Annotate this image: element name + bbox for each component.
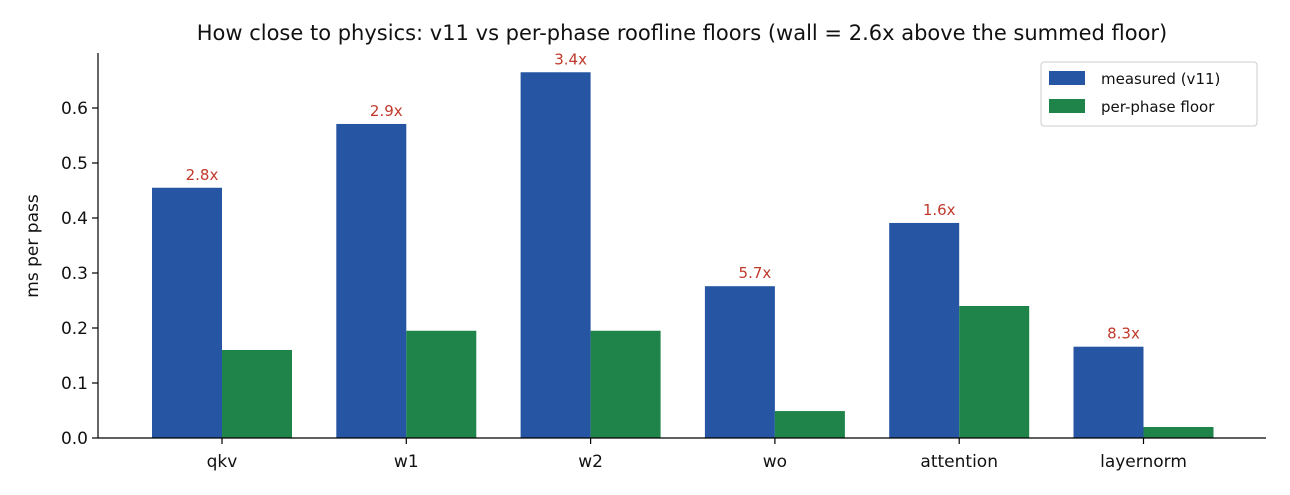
x-tick-label-attention: attention xyxy=(920,452,998,472)
ratio-label-qkv: 2.8x xyxy=(186,166,219,184)
ratio-label-attention: 1.6x xyxy=(923,201,956,219)
legend-swatch-0 xyxy=(1049,71,1085,85)
bar-measured-w2 xyxy=(520,72,591,438)
legend-label-0: measured (v11) xyxy=(1101,70,1220,88)
bar-measured-layernorm xyxy=(1073,346,1144,438)
x-tick-label-w1: w1 xyxy=(394,452,419,472)
bar-measured-attention xyxy=(889,222,960,438)
y-tick-label: 0.6 xyxy=(61,99,88,119)
bar-floor-layernorm xyxy=(1143,427,1214,438)
bar-floor-attention xyxy=(959,306,1030,438)
legend-label-1: per-phase floor xyxy=(1101,98,1215,116)
bar-floor-w2 xyxy=(590,330,661,438)
ratio-label-w2: 3.4x xyxy=(554,50,587,68)
ratio-label-layernorm: 8.3x xyxy=(1107,325,1140,343)
x-tick-label-qkv: qkv xyxy=(207,452,238,472)
y-tick-label: 0.0 xyxy=(61,429,88,449)
x-axis: qkv w1 w2 wo attention layernorm xyxy=(207,438,1187,472)
bar-floor-w1 xyxy=(406,330,477,438)
x-tick-label-wo: wo xyxy=(763,452,787,472)
y-tick-label: 0.3 xyxy=(61,264,88,284)
y-tick-label: 0.2 xyxy=(61,319,88,339)
legend-frame xyxy=(1040,61,1258,127)
y-axis-label: ms per pass xyxy=(23,194,43,298)
x-tick-label-w2: w2 xyxy=(578,452,603,472)
ratio-label-wo: 5.7x xyxy=(739,264,772,282)
bar-measured-wo xyxy=(704,286,775,438)
bar-floor-wo xyxy=(774,411,845,438)
legend-swatch-1 xyxy=(1049,99,1085,113)
bars-group: 2.8x 2.9x 3.4x 5.7x 1.6x 8.3x xyxy=(152,50,1214,438)
x-tick-label-layernorm: layernorm xyxy=(1100,452,1187,472)
bar-measured-w1 xyxy=(336,123,407,438)
y-tick-label: 0.5 xyxy=(61,154,88,174)
legend: measured (v11) per-phase floor xyxy=(1040,61,1258,127)
ratio-label-w1: 2.9x xyxy=(370,102,403,120)
bar-measured-qkv xyxy=(152,187,222,438)
y-tick-label: 0.4 xyxy=(61,209,88,229)
y-axis: 0.0 0.1 0.2 0.3 0.4 0.5 0.6 xyxy=(61,99,98,449)
bar-floor-qkv xyxy=(222,350,292,438)
chart-title: How close to physics: v11 vs per-phase r… xyxy=(197,21,1168,45)
y-tick-label: 0.1 xyxy=(61,374,88,394)
